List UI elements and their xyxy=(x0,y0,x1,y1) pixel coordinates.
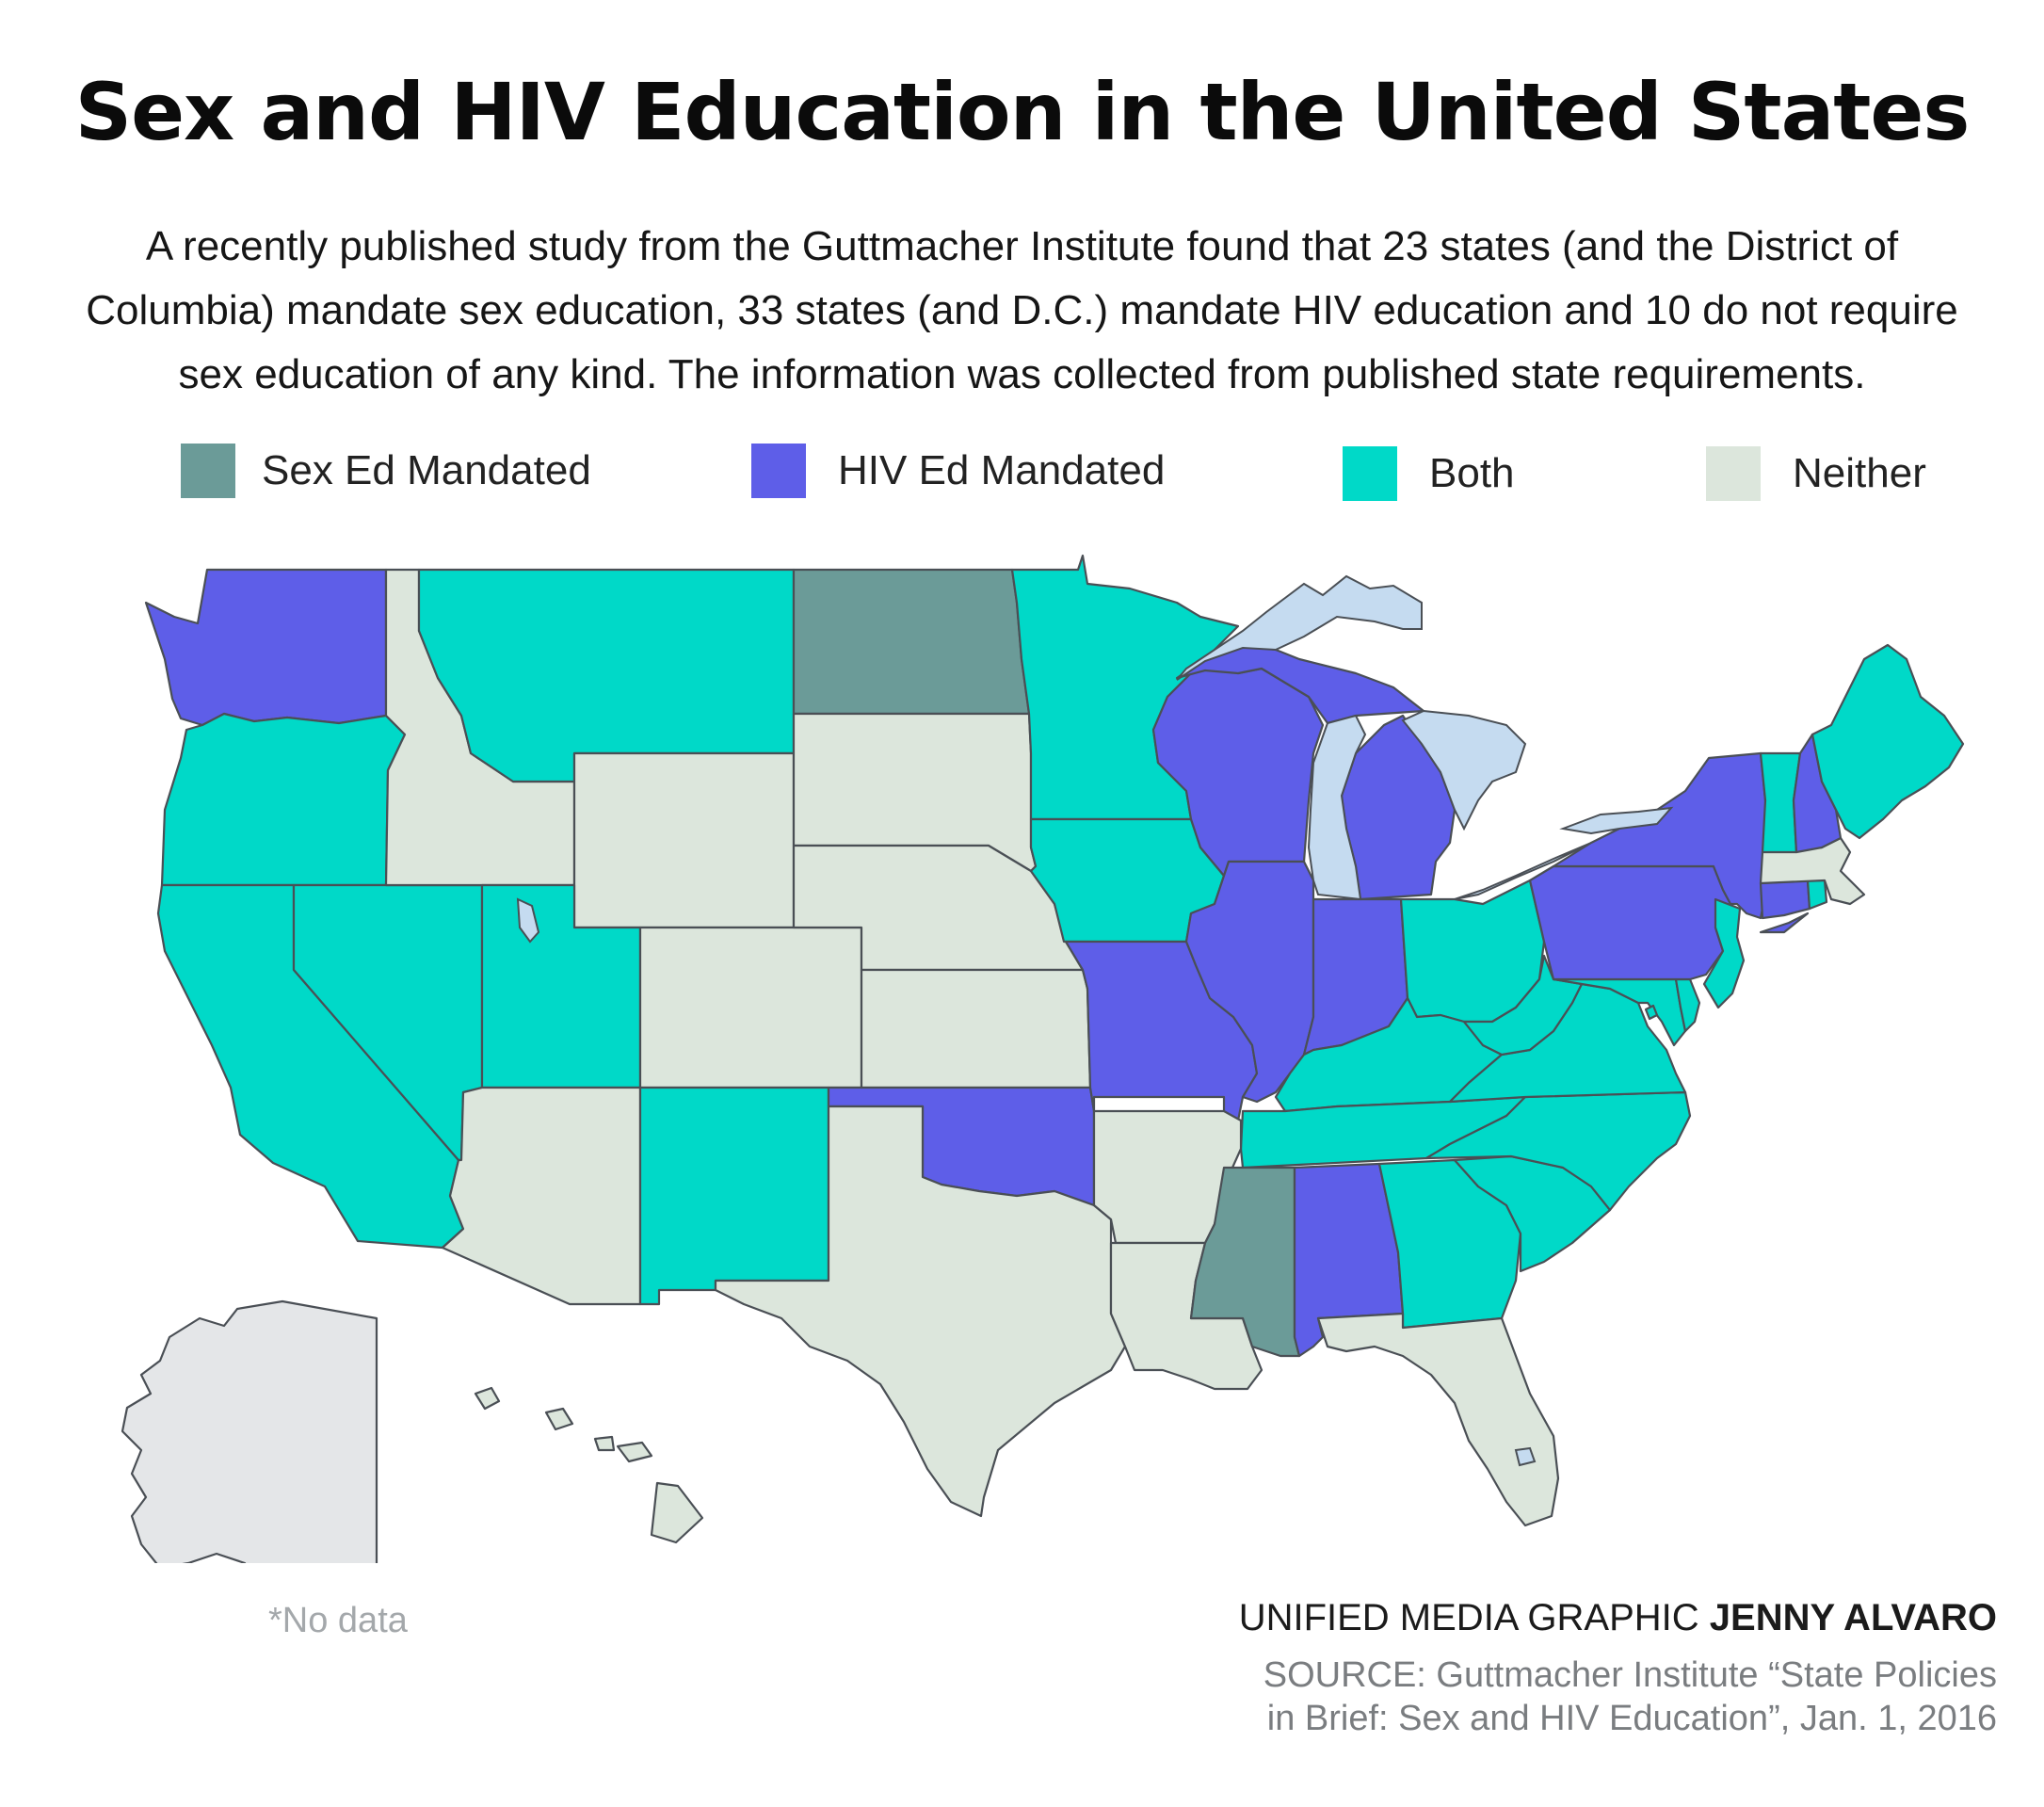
state-texas[interactable] xyxy=(714,1105,1127,1518)
state-hawaii-2[interactable] xyxy=(544,1407,574,1431)
state-hawaii-4[interactable] xyxy=(616,1441,653,1463)
state-connecticut[interactable] xyxy=(1759,879,1811,920)
state-maine[interactable] xyxy=(1811,643,1965,840)
state-colorado[interactable] xyxy=(638,926,863,1089)
source-note: SOURCE: Guttmacher Institute “State Poli… xyxy=(1150,1654,1997,1740)
state-florida[interactable] xyxy=(1316,1312,1560,1527)
district-of-columbia[interactable] xyxy=(1644,1004,1659,1021)
legend-swatch-sex-ed xyxy=(181,444,235,498)
legend-item-sex-ed: Sex Ed Mandated xyxy=(181,443,591,499)
state-alaska[interactable] xyxy=(121,1299,485,1563)
state-kansas[interactable] xyxy=(860,968,1092,1089)
state-arizona[interactable] xyxy=(441,1086,642,1306)
credit-name: JENNY ALVARO xyxy=(1709,1597,1997,1638)
lake-huron xyxy=(1401,709,1527,831)
legend-label-neither: Neither xyxy=(1793,450,1926,496)
state-hawaii-5[interactable] xyxy=(650,1481,704,1544)
legend-label-both: Both xyxy=(1429,450,1515,496)
legend-label-hiv-ed: HIV Ed Mandated xyxy=(838,447,1166,493)
legend-item-neither: Neither xyxy=(1706,445,1926,502)
source-line-2: in Brief: Sex and HIV Education”, Jan. 1… xyxy=(1266,1699,1997,1738)
lake-erie xyxy=(1454,842,1592,900)
subtitle-description: A recently published study from the Gutt… xyxy=(86,223,1958,397)
state-montana[interactable] xyxy=(417,568,796,783)
state-north-carolina[interactable] xyxy=(1424,1090,1692,1212)
legend: Sex Ed Mandated HIV Ed Mandated Both Nei… xyxy=(0,443,2044,508)
state-north-dakota[interactable] xyxy=(792,568,1031,716)
lake-michigan xyxy=(1307,714,1367,901)
state-pennsylvania[interactable] xyxy=(1528,864,1732,981)
us-choropleth-map xyxy=(121,554,1965,1563)
great-salt-lake xyxy=(516,897,540,944)
source-line-1: SOURCE: Guttmacher Institute “State Poli… xyxy=(1263,1655,1997,1695)
legend-swatch-hiv-ed xyxy=(751,444,806,498)
state-hawaii-1[interactable] xyxy=(474,1386,501,1411)
state-hawaii-3[interactable] xyxy=(593,1435,616,1452)
legend-swatch-both xyxy=(1343,446,1397,501)
legend-item-both: Both xyxy=(1343,445,1515,502)
state-new-mexico[interactable] xyxy=(638,1086,830,1306)
legend-label-sex-ed: Sex Ed Mandated xyxy=(262,447,591,493)
no-data-note: *No data xyxy=(268,1601,408,1640)
state-new-jersey[interactable] xyxy=(1702,897,1746,1009)
lake-superior xyxy=(1176,574,1423,681)
state-oregon[interactable] xyxy=(160,712,407,887)
state-washington[interactable] xyxy=(144,568,388,727)
lake-ontario xyxy=(1559,806,1674,835)
legend-item-hiv-ed: HIV Ed Mandated xyxy=(751,443,1165,499)
credit-prefix: UNIFIED MEDIA GRAPHIC xyxy=(1238,1597,1699,1638)
page-title: Sex and HIV Education in the United Stat… xyxy=(74,66,1971,158)
graphic-credit: UNIFIED MEDIA GRAPHIC JENNY ALVARO xyxy=(1239,1597,1997,1639)
state-wyoming[interactable] xyxy=(572,751,796,929)
legend-swatch-neither xyxy=(1706,446,1761,501)
state-rhode-island[interactable] xyxy=(1806,879,1828,911)
lake-okeechobee xyxy=(1514,1446,1537,1467)
